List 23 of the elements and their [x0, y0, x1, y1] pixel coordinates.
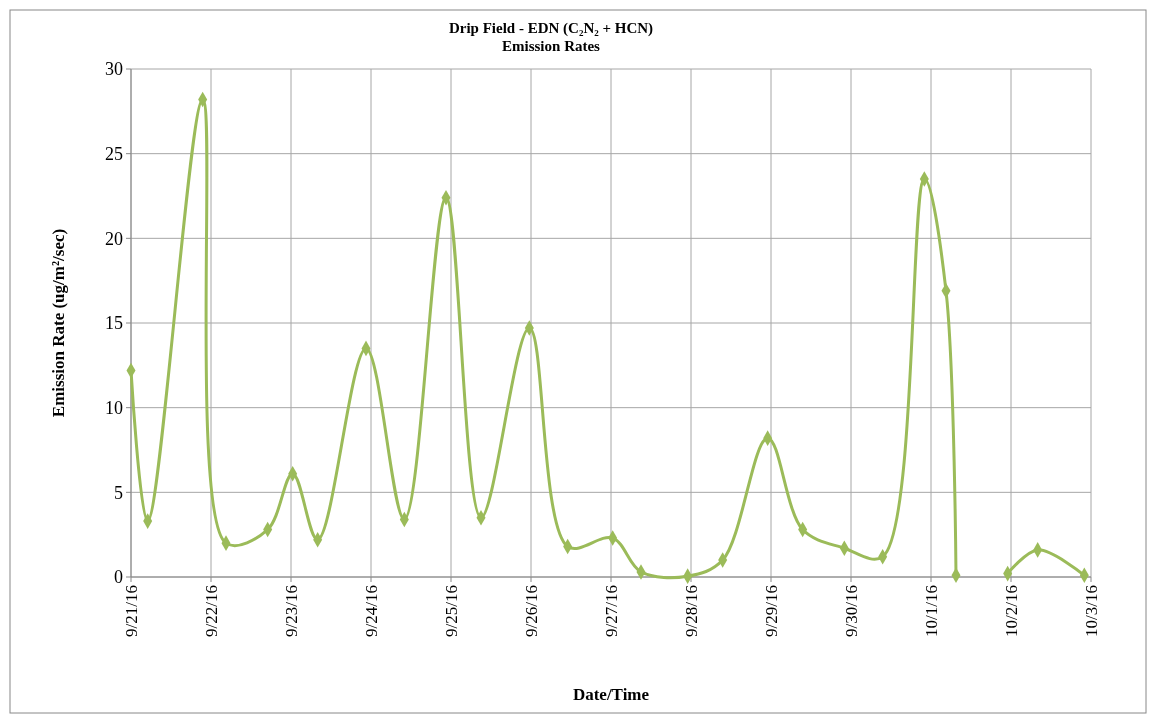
x-tick-label: 9/24/16 [361, 585, 381, 637]
x-tick-label: 9/25/16 [441, 585, 461, 637]
x-tick-label: 10/2/16 [1001, 585, 1021, 637]
x-tick-label: 9/21/16 [121, 585, 141, 637]
x-axis-title: Date/Time [572, 685, 650, 704]
x-tick-label: 10/1/16 [921, 585, 941, 637]
y-tick-label: 30 [105, 59, 123, 80]
x-tick-label: 9/22/16 [201, 585, 221, 637]
y-tick-label: 15 [105, 313, 123, 334]
y-tick-label: 10 [105, 397, 123, 418]
x-tick-label: 9/30/16 [841, 585, 861, 637]
y-axis-title: Emission Rate (ug/m²/sec) [49, 228, 68, 418]
y-tick-label: 20 [105, 228, 123, 249]
x-tick-label: 9/23/16 [281, 585, 301, 637]
chart-title: Drip Field - EDN (C₂N₂ + HCN) Emission Rates [448, 20, 654, 54]
x-tick-label: 9/29/16 [761, 585, 781, 637]
y-tick-label: 0 [114, 567, 123, 588]
x-tick-label: 10/3/16 [1081, 585, 1101, 637]
x-tick-label: 9/26/16 [521, 585, 541, 637]
y-tick-label: 5 [114, 482, 123, 503]
x-tick-label: 9/27/16 [601, 585, 621, 637]
y-tick-label: 25 [105, 143, 123, 164]
x-tick-label: 9/28/16 [681, 585, 701, 637]
